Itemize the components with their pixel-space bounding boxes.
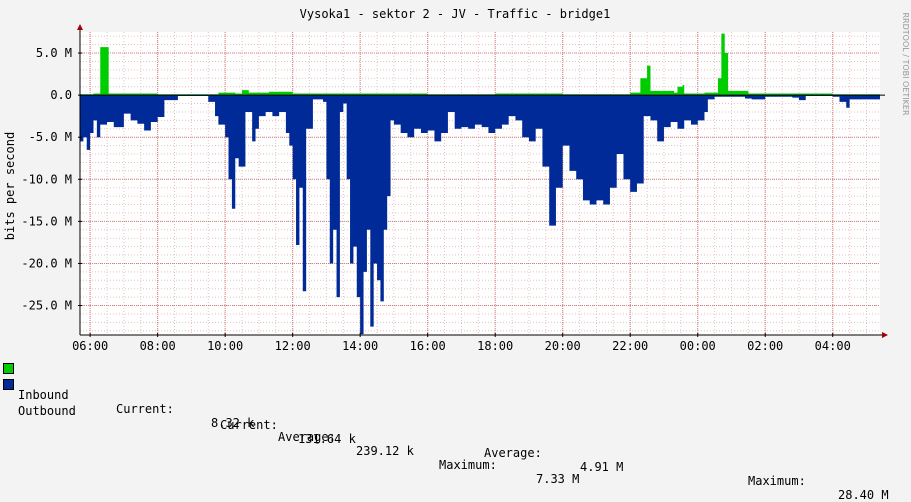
inbound-current-label: Current: — [116, 402, 174, 416]
outbound-name: Outbound — [18, 404, 76, 418]
chart-title: Vysoka1 - sektor 2 - JV - Traffic - brid… — [300, 7, 611, 21]
y-tick-label: 0.0 — [50, 88, 72, 102]
x-tick-label: 12:00 — [275, 339, 311, 353]
outbound-average-label: Average: — [484, 446, 542, 460]
y-tick-label: 5.0 M — [36, 46, 72, 60]
traffic-chart: 5.0 M 0.0 -5.0 M -10.0 M -15.0 M -20.0 M -25.0… — [3, 7, 910, 353]
outbound-average: 4.91 M — [580, 460, 624, 474]
plot-area — [80, 32, 880, 335]
outbound-swatch — [3, 379, 14, 390]
y-axis-arrow — [77, 24, 83, 30]
outbound-current: 131.64 k — [298, 432, 356, 446]
x-tick-label: 06:00 — [72, 339, 108, 353]
x-axis-arrow — [882, 332, 888, 338]
y-tick-labels: 5.0 M 0.0 -5.0 M -10.0 M -15.0 M -20.0 M -25.0… — [21, 46, 72, 313]
x-tick-label: 14:00 — [342, 339, 378, 353]
y-tick-label: -15.0 M — [21, 214, 72, 228]
y-tick-label: -25.0 M — [21, 299, 72, 313]
x-tick-label: 16:00 — [410, 339, 446, 353]
x-tick-label: 10:00 — [207, 339, 243, 353]
x-tick-label: 20:00 — [545, 339, 581, 353]
inbound-swatch — [3, 363, 14, 374]
x-tick-label: 04:00 — [815, 339, 851, 353]
y-tick-label: -20.0 M — [21, 256, 72, 270]
outbound-maximum-label: Maximum: — [748, 474, 806, 488]
axes — [77, 24, 888, 338]
inbound-name: Inbound — [18, 388, 69, 402]
x-tick-labels: 06:00 08:00 10:00 12:00 14:00 16:00 18:00 20:00… — [72, 339, 851, 353]
x-tick-label: 22:00 — [612, 339, 648, 353]
x-tick-label: 00:00 — [680, 339, 716, 353]
inbound-maximum: 7.33 M — [536, 472, 580, 486]
x-tick-label: 08:00 — [140, 339, 176, 353]
grid — [80, 32, 880, 335]
outbound-maximum: 28.40 M — [838, 488, 889, 502]
rrdtool-watermark: RRDTOOL / TOBI OETIKER — [901, 12, 910, 115]
y-axis-label: bits per second — [3, 132, 17, 240]
legend-outbound: Outbound Current: 131.64 k Average: 4.91… — [3, 376, 889, 502]
x-tick-label: 02:00 — [747, 339, 783, 353]
x-tick-label: 18:00 — [477, 339, 513, 353]
y-tick-label: -5.0 M — [29, 130, 72, 144]
y-tick-label: -10.0 M — [21, 172, 72, 186]
outbound-current-label: Current: — [220, 418, 278, 432]
inbound-maximum-label: Maximum: — [439, 458, 497, 472]
inbound-average: 239.12 k — [356, 444, 414, 458]
